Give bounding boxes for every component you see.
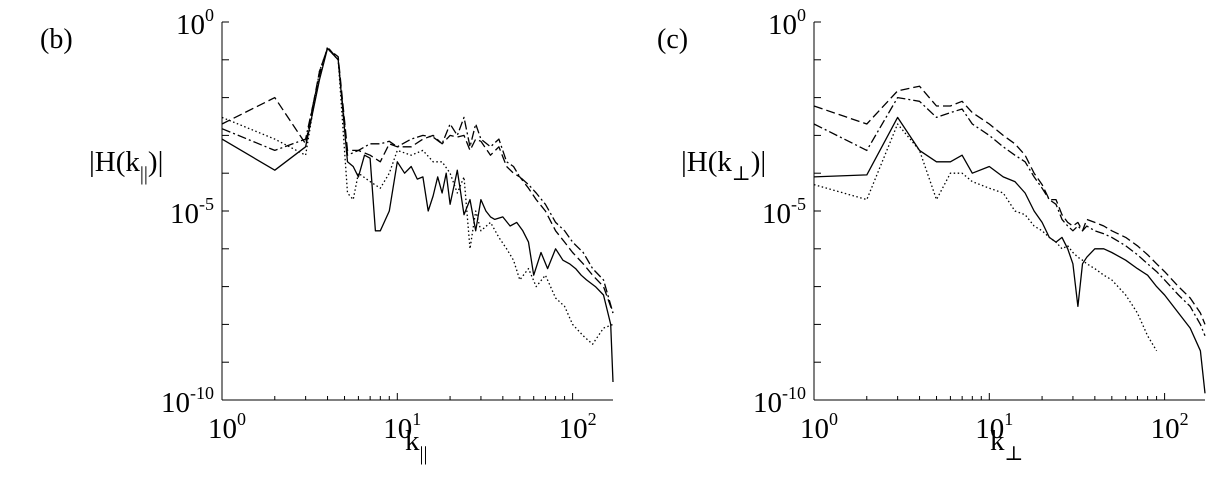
y-tick-label-part-0: 10 (762, 198, 791, 230)
x-tick-label-part-1: 2 (1180, 409, 1189, 429)
x-tick-label-part-1: 1 (412, 409, 421, 429)
x-tick-label: 102 (559, 409, 597, 445)
y-axis-label-part-2: )| (148, 146, 163, 178)
series-line-dotted (813, 123, 1158, 352)
x-tick-label: 101 (383, 409, 421, 445)
x-axis-label-part-1: ⊥ (1005, 443, 1024, 465)
panel-label: (c) (657, 24, 688, 55)
y-tick-label-part-1: -10 (782, 383, 806, 403)
x-tick-label-part-0: 10 (559, 413, 588, 445)
y-tick-label-part-1: -5 (199, 194, 214, 214)
y-tick-label-part-0: 10 (161, 387, 190, 419)
y-axis-label: |H(k||)| (89, 146, 163, 185)
x-tick-label-part-0: 10 (975, 413, 1004, 445)
x-tick-label: 101 (975, 409, 1013, 445)
y-axis-label-part-1: || (140, 163, 148, 185)
x-axis-label-part-0: k (990, 425, 1005, 457)
x-axis-label: k⊥ (990, 425, 1023, 465)
series-line-dotted (221, 47, 614, 345)
x-axis-label: k|| (405, 425, 428, 465)
y-tick-label: 100 (768, 5, 806, 41)
x-tick-label-part-0: 10 (800, 413, 829, 445)
x-tick-label-part-0: 10 (1151, 413, 1180, 445)
y-tick-label: 10-5 (762, 194, 806, 230)
panel-label: (b) (40, 24, 73, 55)
y-tick-label-part-1: 0 (205, 5, 214, 25)
x-tick-label-part-0: 10 (208, 413, 237, 445)
x-tick-label: 100 (208, 409, 246, 445)
y-tick-label-part-0: 10 (176, 9, 205, 41)
x-tick-label-part-1: 1 (1004, 409, 1013, 429)
x-tick-label: 102 (1151, 409, 1189, 445)
y-tick-label-part-0: 10 (768, 9, 797, 41)
y-axis-label-part-0: |H(k (681, 146, 732, 178)
y-tick-label-part-1: -10 (190, 383, 214, 403)
y-axis-label-part-2: )| (751, 146, 766, 178)
y-tick-label: 100 (176, 5, 214, 41)
x-tick-label-part-0: 10 (383, 413, 412, 445)
x-tick-label-part-1: 2 (588, 409, 597, 429)
y-tick-label: 10-10 (161, 383, 214, 419)
y-tick-label-part-0: 10 (753, 387, 782, 419)
x-tick-label-part-1: 0 (237, 409, 246, 429)
series-line-dashed (221, 47, 614, 314)
y-axis-label: |H(k⊥)| (681, 146, 766, 185)
y-tick-label-part-1: -5 (791, 194, 806, 214)
series-line-dashed (813, 85, 1206, 325)
y-tick-label-part-1: 0 (797, 5, 806, 25)
series-line-dashdot (813, 96, 1206, 337)
x-axis-label-part-1: || (420, 443, 428, 465)
series-line-dashdot (221, 46, 614, 314)
y-tick-label: 10-5 (170, 194, 214, 230)
series-line-solid (813, 116, 1206, 394)
series-line-solid (221, 47, 614, 383)
y-axis-label-part-1: ⊥ (732, 163, 751, 185)
y-tick-label: 10-10 (753, 383, 806, 419)
x-tick-label-part-1: 0 (829, 409, 838, 429)
y-tick-label-part-0: 10 (170, 198, 199, 230)
x-tick-label: 100 (800, 409, 838, 445)
y-axis-label-part-0: |H(k (89, 146, 140, 178)
x-axis-label-part-0: k (405, 425, 420, 457)
